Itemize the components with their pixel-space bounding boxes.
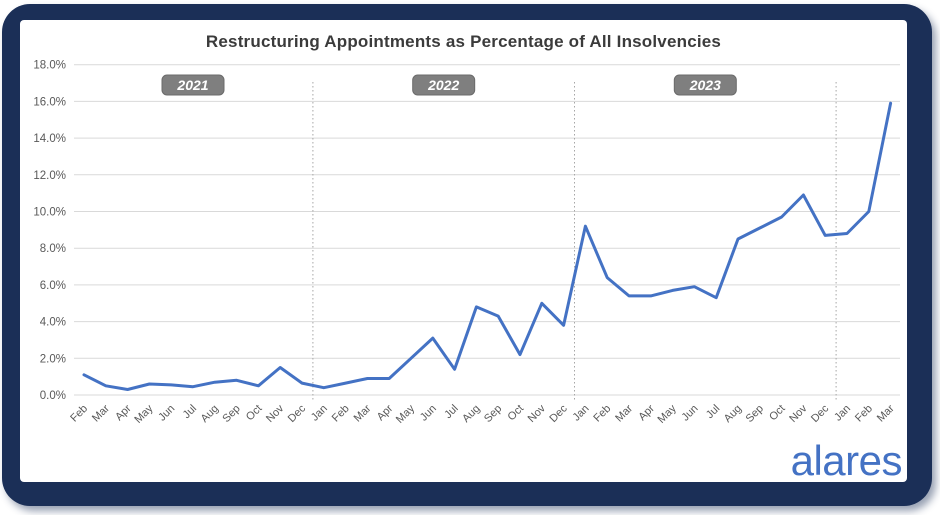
x-tick-label: Nov xyxy=(526,402,549,425)
x-tick-label: Oct xyxy=(767,403,788,424)
x-tick-label: Jan xyxy=(832,403,853,424)
x-tick-label: Nov xyxy=(787,402,810,425)
data-line xyxy=(82,101,893,391)
x-tick-label: Feb xyxy=(68,403,90,425)
x-tick-label: Oct xyxy=(506,403,527,424)
x-tick-label: Sep xyxy=(744,403,766,425)
y-tick-label: 8.0% xyxy=(40,243,66,255)
y-tick-label: 14.0% xyxy=(33,133,66,145)
x-tick-label: Oct xyxy=(244,403,265,424)
x-tick-label: Apr xyxy=(636,402,657,423)
x-tick-label: May xyxy=(656,402,680,426)
x-tick-label: Jan xyxy=(309,403,330,424)
year-badge-label: 2023 xyxy=(689,77,721,93)
frame: Restructuring Appointments as Percentage… xyxy=(2,4,932,506)
x-tick-label: Dec xyxy=(809,402,832,425)
x-tick-label: Mar xyxy=(352,402,374,424)
x-tick-label: Jun xyxy=(418,403,439,424)
y-tick-label: 18.0% xyxy=(33,60,66,72)
x-tick-label: Jan xyxy=(570,403,591,424)
x-tick-label: Jun xyxy=(156,403,177,424)
x-tick-label: Dec xyxy=(547,402,570,425)
year-badge-label: 2022 xyxy=(427,77,459,93)
line-chart: 18.0% 16.0% 14.0% 12.0% 10.0% 8.0% 6.0% 4.0% 2.0… xyxy=(33,60,900,426)
x-tick-label: Jul xyxy=(704,403,722,421)
x-tick-label: Apr xyxy=(113,402,134,423)
x-tick-label: Nov xyxy=(264,402,287,425)
x-tick-label: Jul xyxy=(181,403,199,421)
x-tick-label: Mar xyxy=(875,402,897,424)
x-tick-label: Sep xyxy=(220,403,242,425)
y-tick-label: 10.0% xyxy=(33,207,66,219)
chart-card: Restructuring Appointments as Percentage… xyxy=(20,20,907,482)
x-tick-label: Aug xyxy=(722,403,744,425)
x-tick-label: Dec xyxy=(286,402,309,425)
x-tick-label: Aug xyxy=(460,403,482,425)
x-tick-label: May xyxy=(394,402,418,426)
y-tick-label: 0.0% xyxy=(40,390,66,402)
x-tick-label: Sep xyxy=(482,403,504,425)
x-tick-label: Jun xyxy=(679,403,700,424)
year-badge xyxy=(412,74,476,96)
alares-logo: alares xyxy=(790,437,903,484)
x-tick-label: Feb xyxy=(853,403,875,425)
x-tick-label: Aug xyxy=(199,403,221,425)
x-tick-label: Apr xyxy=(375,402,396,423)
y-tick-label: 6.0% xyxy=(40,280,66,292)
x-tick-label: Mar xyxy=(90,402,112,424)
y-tick-label: 2.0% xyxy=(40,353,66,365)
x-tick-label: Jul xyxy=(442,403,460,421)
year-badge xyxy=(673,74,737,96)
x-tick-label: Feb xyxy=(591,403,613,425)
year-badge-label: 2021 xyxy=(176,77,208,93)
x-tick-label: Feb xyxy=(330,403,352,425)
y-tick-label: 16.0% xyxy=(33,96,66,108)
x-tick-label: Mar xyxy=(613,402,635,424)
year-badge xyxy=(161,74,225,96)
x-tick-label: May xyxy=(132,402,156,426)
chart-title: Restructuring Appointments as Percentage… xyxy=(205,32,722,51)
y-tick-label: 4.0% xyxy=(40,317,66,329)
y-tick-label: 12.0% xyxy=(33,170,66,182)
